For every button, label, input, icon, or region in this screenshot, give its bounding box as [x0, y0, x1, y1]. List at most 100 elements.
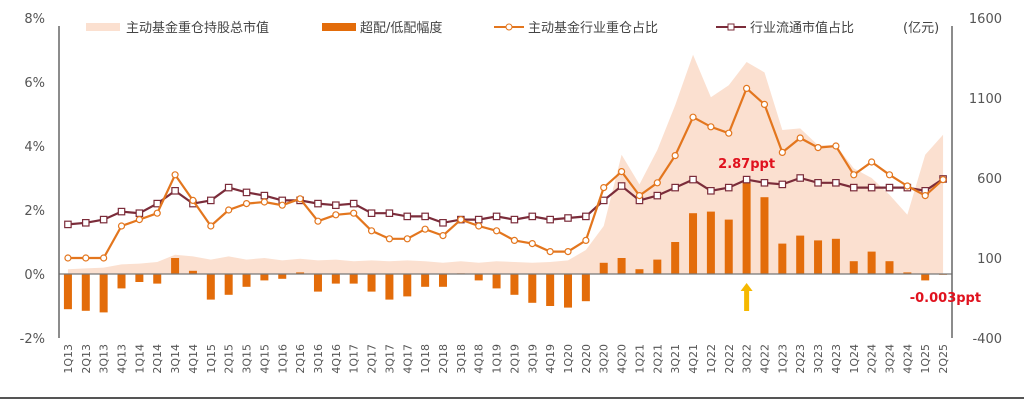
- point-fund-weight-2Q25: [939, 176, 947, 184]
- right-axis-unit: (亿元): [903, 21, 939, 36]
- point-market-cap-share-1Q22: [707, 187, 715, 195]
- right-tick-label: 600: [977, 172, 1002, 187]
- x-tick-label: 2Q16: [294, 344, 307, 374]
- bar-2Q19: [510, 274, 519, 295]
- point-fund-weight-4Q21: [689, 113, 697, 121]
- right-tick-label: -400: [972, 332, 1002, 347]
- point-market-cap-share-1Q17: [349, 199, 358, 208]
- x-tick-label: 3Q23: [812, 344, 825, 374]
- point-fund-weight-2Q15: [225, 206, 233, 214]
- x-tick-label: 1Q25: [919, 344, 932, 374]
- x-tick-label: 4Q24: [901, 344, 914, 374]
- point-fund-weight-1Q25: [921, 192, 929, 200]
- point-market-cap-share-2Q21: [653, 191, 662, 200]
- bar-3Q21: [671, 242, 680, 274]
- point-fund-weight-3Q21: [671, 152, 679, 160]
- point-fund-weight-3Q14: [171, 171, 179, 179]
- point-fund-weight-1Q15: [207, 222, 215, 230]
- point-fund-weight-1Q21: [635, 192, 644, 200]
- bar-2Q23: [796, 235, 805, 274]
- bar-1Q13: [63, 274, 72, 310]
- left-tick-label: -2%: [20, 332, 45, 347]
- x-tick-label: 4Q15: [258, 344, 271, 374]
- point-market-cap-share-3Q17: [385, 209, 394, 218]
- bar-3Q22: [742, 182, 751, 274]
- left-tick-label: 2%: [24, 204, 45, 219]
- left-tick-label: 8%: [24, 12, 45, 27]
- point-market-cap-share-3Q20: [599, 196, 608, 205]
- point-market-cap-share-2Q23: [796, 174, 804, 182]
- point-fund-weight-2Q16: [296, 195, 304, 203]
- point-fund-weight-1Q16: [278, 201, 286, 209]
- point-market-cap-share-4Q17: [403, 212, 412, 221]
- bar-1Q23: [778, 243, 787, 274]
- bar-1Q25: [921, 274, 930, 281]
- bar-1Q22: [706, 211, 715, 274]
- x-tick-label: 3Q16: [312, 344, 325, 374]
- point-market-cap-share-2Q22: [724, 183, 733, 192]
- bar-3Q17: [385, 274, 394, 300]
- point-fund-weight-1Q22: [707, 123, 715, 131]
- point-fund-weight-4Q23: [832, 142, 840, 150]
- legend-label-market-cap: 行业流通市值占比: [750, 20, 854, 36]
- bar-3Q16: [313, 274, 322, 292]
- point-fund-weight-1Q13: [64, 254, 72, 262]
- x-tick-label: 3Q19: [526, 344, 539, 374]
- bar-2Q24: [867, 251, 876, 274]
- point-market-cap-share-3Q19: [528, 212, 537, 221]
- legend-label-bar: 超配/低配幅度: [360, 20, 442, 36]
- point-fund-weight-4Q22: [760, 100, 769, 109]
- x-tick-label: 3Q15: [241, 344, 254, 374]
- x-tick-label: 4Q19: [544, 344, 557, 374]
- point-market-cap-share-4Q22: [760, 179, 769, 187]
- x-tick-label: 1Q24: [848, 344, 861, 374]
- x-tick-label: 2Q24: [866, 344, 879, 374]
- x-tick-label: 3Q18: [455, 344, 468, 374]
- point-fund-weight-3Q22: [743, 84, 751, 93]
- x-tick-label: 4Q20: [616, 344, 629, 374]
- point-fund-weight-4Q16: [332, 211, 340, 219]
- point-fund-weight-4Q18: [475, 222, 483, 230]
- x-tick-label: 1Q15: [205, 344, 218, 374]
- x-tick-label: 3Q22: [741, 344, 754, 374]
- legend-marker-square-icon: [727, 23, 735, 31]
- point-market-cap-share-1Q24: [849, 183, 858, 192]
- x-tick-label: 1Q21: [633, 344, 646, 374]
- bar-1Q15: [206, 274, 215, 300]
- bar-1Q14: [135, 274, 144, 282]
- point-fund-weight-2Q22: [725, 129, 733, 137]
- x-tick-label: 3Q14: [169, 344, 182, 374]
- point-market-cap-share-1Q18: [421, 212, 429, 221]
- bar-3Q15: [242, 274, 251, 287]
- bar-1Q16: [278, 274, 287, 279]
- x-tick-label: 3Q13: [98, 344, 111, 374]
- point-fund-weight-2Q19: [510, 236, 519, 244]
- x-tick-label: 3Q17: [383, 344, 396, 374]
- x-tick-label: 1Q20: [562, 344, 575, 374]
- point-market-cap-share-3Q23: [814, 179, 822, 187]
- x-tick-label: 4Q14: [187, 344, 200, 374]
- bar-3Q19: [528, 274, 537, 303]
- x-tick-label: 1Q22: [705, 344, 718, 374]
- point-market-cap-share-2Q15: [224, 183, 233, 192]
- bar-4Q23: [831, 238, 840, 274]
- x-tick-label: 2Q13: [80, 344, 93, 374]
- x-tick-label: 2Q15: [223, 344, 236, 374]
- point-market-cap-share-3Q22: [742, 175, 751, 184]
- x-tick-label: 2Q23: [794, 344, 807, 374]
- bar-3Q24: [885, 261, 894, 274]
- annotation-max-overweight: 2.87ppt: [718, 157, 775, 172]
- line-fund-weight: [67, 86, 944, 260]
- point-fund-weight-2Q13: [82, 254, 90, 262]
- bar-2Q13: [81, 274, 90, 311]
- point-market-cap-share-2Q13: [81, 219, 90, 227]
- bar-2Q18: [438, 274, 447, 287]
- point-fund-weight-4Q19: [546, 248, 554, 256]
- bar-2Q15: [224, 274, 233, 295]
- point-market-cap-share-4Q21: [689, 175, 697, 184]
- point-fund-weight-1Q17: [350, 209, 358, 217]
- x-tick-label: 4Q23: [830, 344, 843, 374]
- bar-1Q19: [492, 274, 501, 289]
